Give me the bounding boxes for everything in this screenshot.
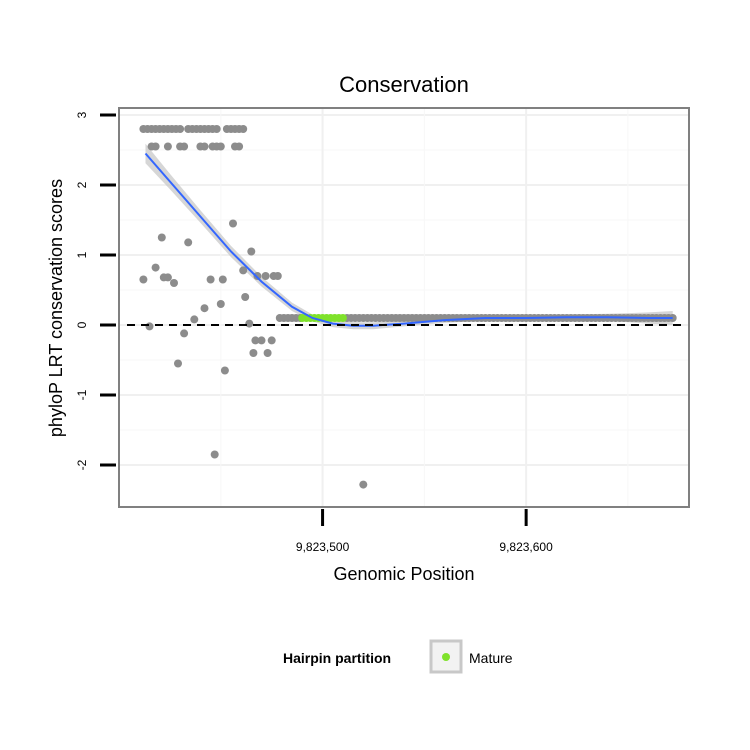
smooth-line <box>144 152 673 327</box>
data-point <box>218 275 227 284</box>
data-point <box>261 272 270 280</box>
data-point <box>176 125 185 133</box>
x-tick-label: 9,823,500 <box>296 540 350 554</box>
y-axis-ticks: 3 2 1 0 -1 -2 <box>75 111 116 470</box>
data-point <box>251 336 260 345</box>
data-point <box>253 272 262 280</box>
y-tick-label: 1 <box>75 251 89 258</box>
data-point <box>239 125 248 133</box>
legend-label-mature: Mature <box>469 650 513 666</box>
data-point <box>239 266 248 275</box>
data-point <box>180 329 189 338</box>
y-tick-label: 0 <box>75 321 89 328</box>
data-point <box>245 319 254 328</box>
data-point <box>210 450 219 459</box>
data-point <box>145 322 154 331</box>
data-point <box>212 125 221 133</box>
legend-title: Hairpin partition <box>283 650 391 666</box>
data-point <box>257 336 266 345</box>
data-point <box>241 293 250 301</box>
data-point <box>263 349 272 357</box>
data-point <box>273 272 282 280</box>
y-tick-label: -1 <box>75 389 89 400</box>
data-point <box>190 315 199 324</box>
data-point <box>359 480 368 489</box>
y-tick-label: 2 <box>75 181 89 188</box>
data-point <box>235 142 244 151</box>
x-tick-label: 9,823,600 <box>499 540 553 554</box>
data-point <box>163 142 172 151</box>
data-point <box>267 336 276 345</box>
data-point <box>151 263 160 272</box>
data-point <box>157 233 166 242</box>
data-point <box>216 300 225 308</box>
data-point <box>151 142 160 151</box>
data-point <box>247 247 256 256</box>
data-point <box>220 366 229 375</box>
legend-key-mature <box>442 653 450 661</box>
data-point <box>216 142 225 151</box>
data-point <box>200 142 209 151</box>
data-point <box>206 275 215 284</box>
data-point <box>249 349 258 357</box>
chart-title: Conservation <box>339 72 469 97</box>
data-point <box>174 359 182 368</box>
y-tick-label: 3 <box>75 111 89 118</box>
x-axis-ticks: 9,823,500 9,823,600 <box>296 509 553 554</box>
data-point <box>200 304 209 313</box>
y-axis-title: phyloP LRT conservation scores <box>46 179 66 437</box>
legend: Hairpin partition Mature <box>283 639 513 674</box>
y-tick-label: -2 <box>75 459 89 470</box>
data-point <box>170 279 178 287</box>
data-point <box>139 275 148 284</box>
mature-point <box>338 314 347 322</box>
data-point <box>184 238 193 247</box>
panel-border <box>118 107 690 508</box>
smooth-line-layer <box>144 152 673 327</box>
data-point <box>163 273 172 282</box>
data-point <box>229 219 237 228</box>
x-axis-title: Genomic Position <box>333 564 474 584</box>
data-point <box>180 142 189 151</box>
